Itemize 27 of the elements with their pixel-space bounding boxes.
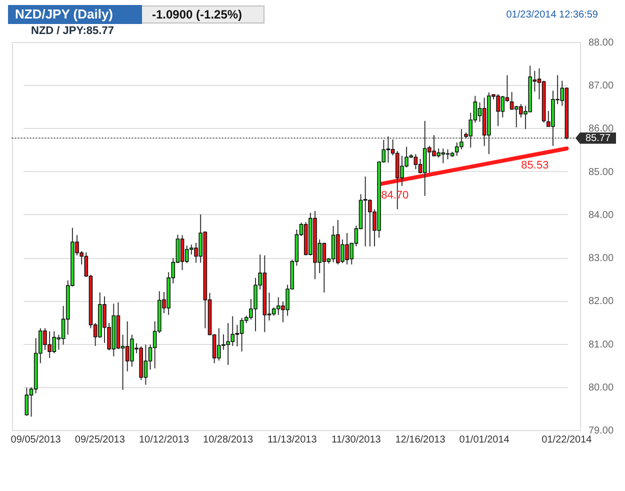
y-tick-label: 80.00 [588,382,614,394]
text: -1.0900 (-1.25%) [152,8,242,22]
x-tick-label: 01/01/2014 [459,434,510,446]
y-tick-label: 83.00 [588,253,614,264]
y-tick-label: 79.00 [588,426,614,436]
chart-subtitle: NZD / JPY:85.77 [31,25,114,37]
y-tick-label: 81.00 [588,339,614,350]
candlestick [386,136,390,164]
x-tick-label: 11/30/2013 [332,434,382,446]
y-tick-label: 87.00 [588,80,614,92]
y-tick-label: 84.00 [588,210,614,221]
ref-line-label: 85.77 [585,133,611,144]
candlestick [24,387,29,416]
y-tick-label: 88.00 [588,38,614,48]
chart-title: NZD/JPY (Daily) [15,6,114,22]
x-tick-label: 12/16/2013 [395,434,446,446]
x-tick-label: 10/28/2013 [203,434,254,446]
data-label: 85.53 [521,159,549,172]
y-tick-label: 85.00 [588,166,614,178]
text: 01/23/2014 12:36:59 [506,10,598,20]
y-tick-label: 82.00 [588,296,614,308]
x-tick-label: 01/22/2014 [542,434,592,446]
x-tick-label: 11/13/2013 [267,434,318,446]
x-tick-label: 09/25/2013 [74,434,126,446]
x-tick-label: 09/05/2013 [10,434,62,446]
x-tick-label: 10/12/2013 [138,434,190,446]
y-tick-label: 86.00 [588,124,614,135]
